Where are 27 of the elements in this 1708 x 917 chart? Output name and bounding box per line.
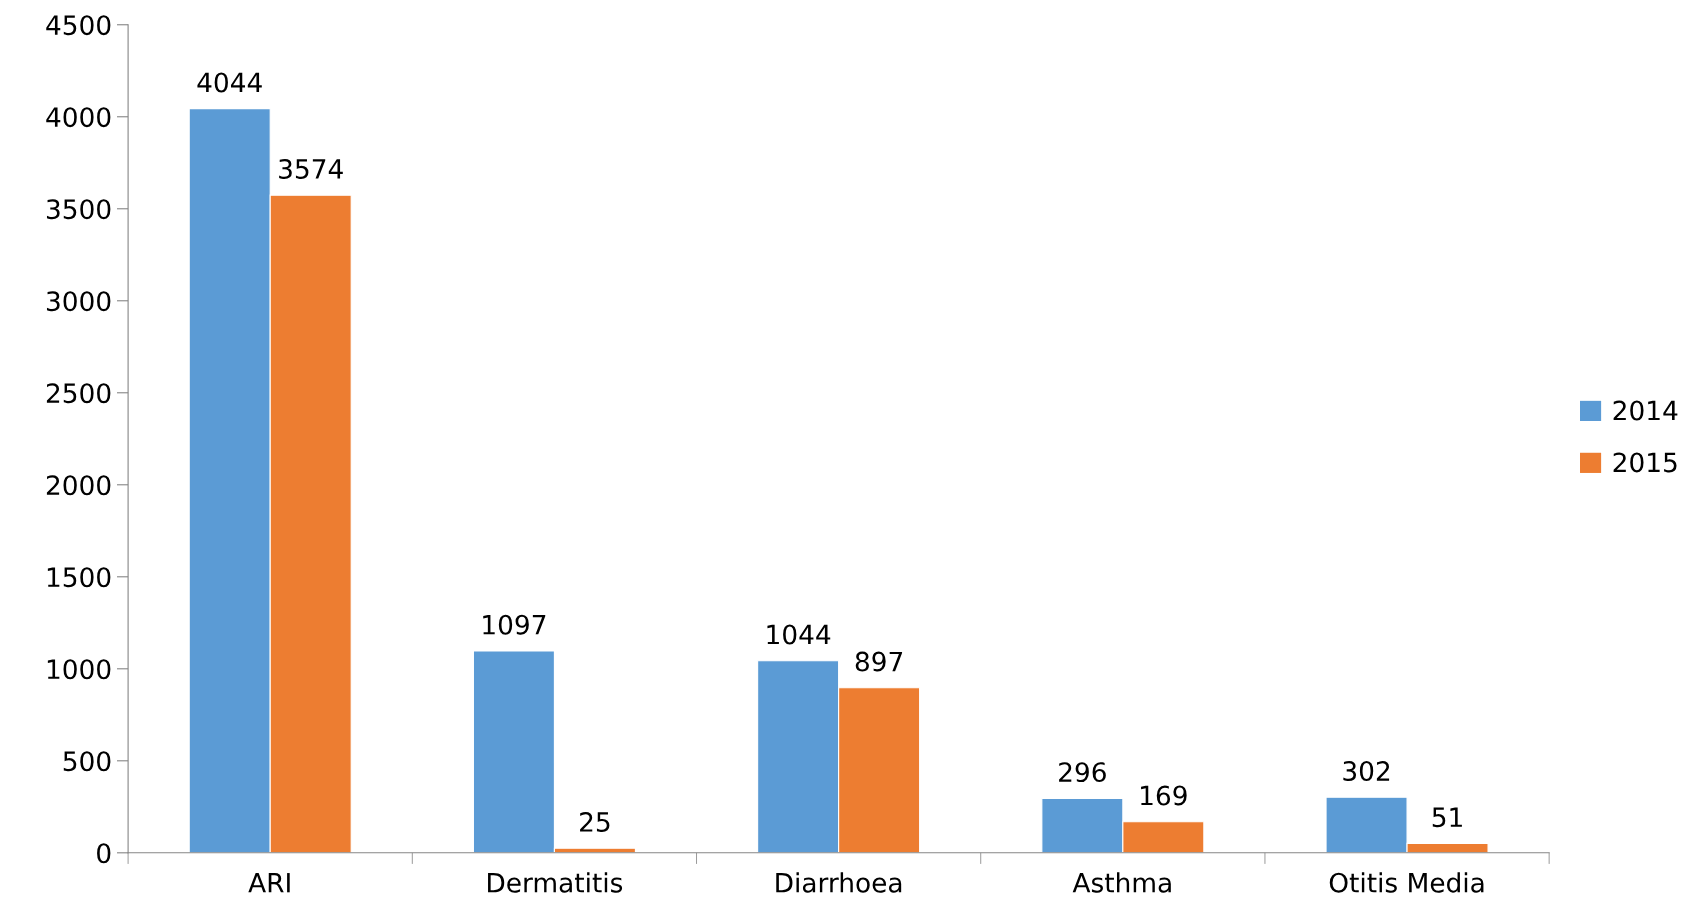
data-label: 169 bbox=[1141, 785, 1187, 806]
x-tick-label: Diarrhoea bbox=[776, 872, 902, 893]
data-label: 302 bbox=[1343, 761, 1390, 782]
y-tick-label: 4000 bbox=[46, 107, 111, 128]
legend-label: 2014 bbox=[1613, 400, 1678, 421]
y-tick-label: 2500 bbox=[46, 383, 111, 404]
y-tick-label: 3500 bbox=[46, 199, 111, 220]
data-label: 25 bbox=[580, 812, 610, 832]
y-tick-label: 4500 bbox=[46, 15, 111, 36]
data-label: 1044 bbox=[767, 624, 831, 645]
y-tick-label: 1000 bbox=[47, 659, 111, 680]
x-tick-label: Dermatitis bbox=[488, 872, 623, 893]
x-tick-label: ARI bbox=[248, 873, 290, 893]
legend-label: 2015 bbox=[1613, 452, 1677, 473]
y-tick-label: 2000 bbox=[46, 475, 111, 496]
data-label: 51 bbox=[1432, 807, 1462, 828]
data-label: 1097 bbox=[483, 614, 546, 635]
y-tick-label: 3000 bbox=[46, 291, 111, 312]
y-tick-label: 1500 bbox=[47, 567, 111, 588]
data-label: 4044 bbox=[197, 72, 262, 93]
y-tick-label: 0 bbox=[97, 843, 111, 864]
x-tick-label: Otitis Media bbox=[1329, 872, 1484, 893]
y-tick-label: 500 bbox=[63, 751, 111, 772]
x-tick-label: Asthma bbox=[1072, 872, 1171, 893]
data-label: 897 bbox=[855, 651, 903, 672]
data-label: 296 bbox=[1059, 762, 1106, 783]
data-label: 3574 bbox=[279, 158, 343, 179]
